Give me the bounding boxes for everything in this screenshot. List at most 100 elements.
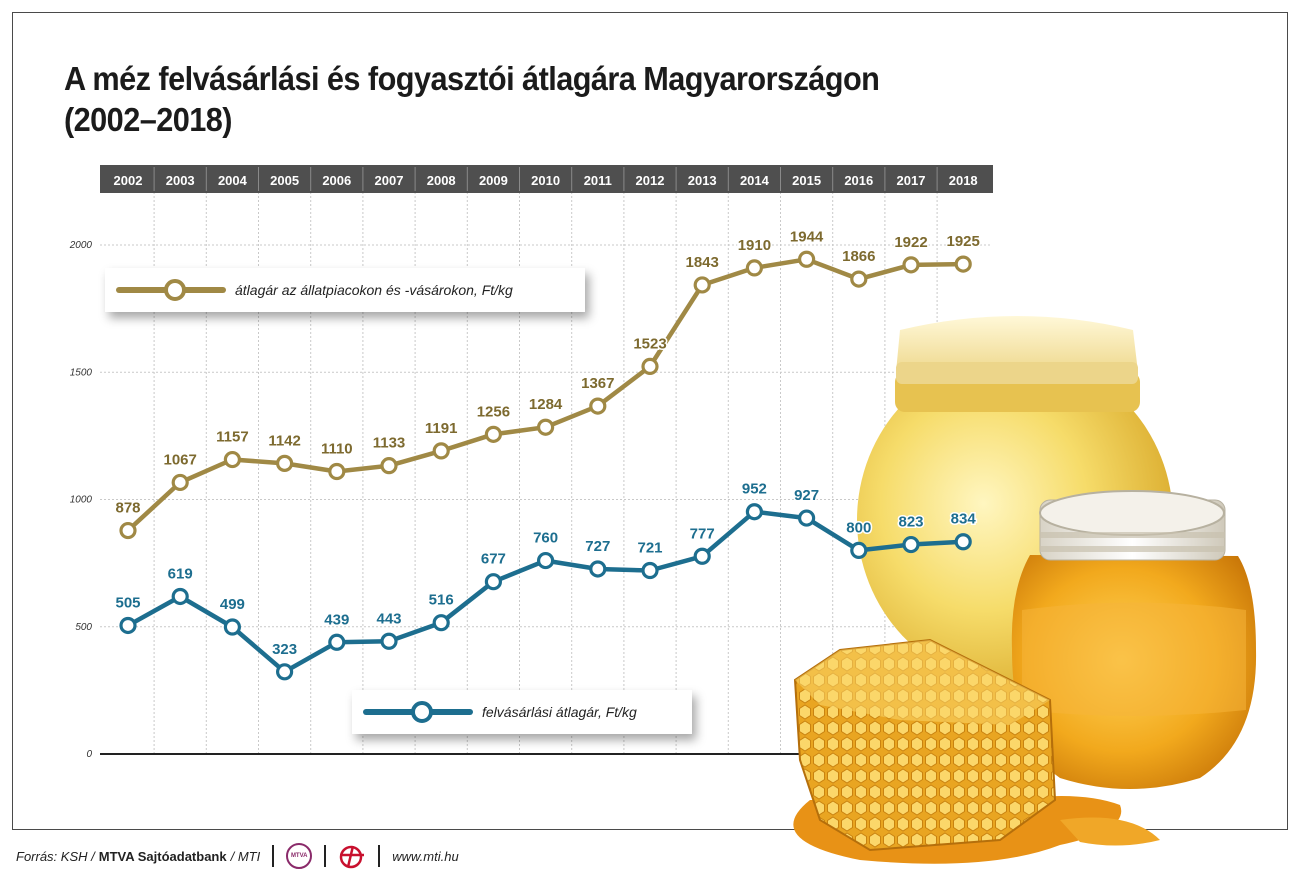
data-point	[797, 250, 816, 268]
separator	[324, 845, 327, 867]
legend-swatch-marker	[411, 701, 433, 723]
data-label: 1944	[790, 228, 824, 245]
data-point	[432, 442, 450, 460]
data-label: 1110	[321, 441, 353, 458]
data-label: 721	[637, 540, 662, 557]
honey-jar-icon	[1011, 490, 1257, 789]
data-point	[484, 425, 502, 443]
y-tick-label: 0	[86, 749, 92, 760]
data-label: 1067	[164, 451, 197, 468]
data-label: 1157	[216, 429, 249, 446]
data-point	[328, 633, 346, 651]
data-point	[171, 587, 189, 606]
data-point	[589, 397, 607, 415]
year-header-band	[100, 165, 993, 193]
y-tick-label: 1000	[70, 495, 93, 506]
data-label: 1191	[425, 420, 458, 437]
separator	[378, 845, 381, 867]
data-point	[380, 632, 398, 650]
chart-legends: átlagár az állatpiacokon és -vásárokon, …	[105, 268, 692, 734]
data-label: 1925	[947, 233, 980, 250]
year-label: 2010	[531, 173, 560, 188]
data-point	[745, 259, 764, 277]
data-label: 834	[951, 511, 977, 528]
data-point	[276, 663, 294, 681]
data-label: 677	[481, 551, 506, 568]
honeycomb-icon	[793, 638, 1160, 864]
source-org: MTVA Sajtóadatbank	[98, 848, 227, 864]
data-label: 619	[168, 565, 193, 582]
title-line-1: A méz felvásárlási és fogyasztói átlagár…	[64, 60, 880, 97]
data-point	[902, 535, 920, 554]
data-label: 499	[220, 596, 245, 613]
y-tick-label: 1500	[70, 367, 93, 378]
data-point	[171, 473, 189, 492]
data-point	[745, 503, 764, 521]
data-label: 727	[585, 538, 610, 555]
year-label: 2007	[375, 173, 404, 188]
legend-label: felvásárlási átlagár, Ft/kg	[482, 704, 637, 720]
year-label: 2005	[270, 173, 299, 188]
data-label: 1843	[686, 254, 719, 271]
data-label: 777	[690, 525, 715, 542]
source-url: www.mti.hu	[392, 848, 459, 864]
data-point	[536, 418, 555, 436]
legend-2: felvásárlási átlagár, Ft/kg	[352, 690, 692, 734]
data-label: 443	[376, 610, 401, 627]
data-point	[380, 457, 398, 475]
year-label: 2006	[322, 173, 351, 188]
y-tick-label: 500	[75, 622, 92, 633]
y-tick-label: 2000	[69, 240, 93, 251]
source-prefix: Forrás: KSH /	[16, 848, 95, 864]
data-point	[589, 560, 607, 578]
data-point	[954, 255, 972, 273]
data-label: 1142	[268, 432, 301, 449]
data-point	[797, 509, 816, 527]
data-label: 878	[115, 500, 140, 517]
data-point	[641, 357, 659, 375]
separator	[272, 845, 275, 867]
year-label: 2002	[114, 173, 143, 188]
data-label: 323	[272, 641, 297, 658]
source-suffix: / MTI	[230, 848, 261, 864]
year-label: 2017	[897, 173, 926, 188]
data-label: 1523	[633, 335, 666, 352]
data-point	[328, 462, 346, 481]
data-point	[484, 573, 502, 591]
legend-1: átlagár az állatpiacokon és -vásárokon, …	[105, 268, 585, 312]
data-point	[119, 616, 137, 635]
data-label: 1367	[581, 375, 614, 392]
data-point	[850, 541, 868, 560]
data-point	[850, 270, 868, 288]
year-label: 2009	[479, 173, 508, 188]
legend-swatch-marker	[164, 279, 186, 301]
mtva-logo-icon: MTVA	[286, 843, 313, 869]
honey-illustration	[793, 316, 1257, 864]
data-point	[276, 454, 294, 472]
data-point	[223, 450, 241, 469]
data-label: 439	[324, 611, 349, 628]
mti-logo-icon	[339, 845, 365, 869]
data-label: 516	[429, 592, 454, 609]
footer: Forrás: KSH / MTVA Sajtóadatbank / MTI M…	[16, 842, 459, 870]
data-label: 505	[115, 594, 140, 611]
year-label: 2014	[740, 173, 770, 188]
data-point	[693, 547, 711, 565]
year-label: 2016	[844, 173, 873, 188]
year-label: 2008	[427, 173, 456, 188]
year-label: 2013	[688, 173, 717, 188]
data-label: 1256	[477, 403, 510, 420]
data-label: 800	[846, 519, 871, 536]
data-label: 952	[742, 481, 767, 498]
data-label: 823	[898, 514, 923, 531]
year-label: 2011	[584, 173, 612, 188]
year-header: 2002 2003 2004 2005 2006 2007 2008 2009 2010 2011…	[100, 165, 993, 193]
data-label: 1284	[529, 396, 563, 413]
data-label: 1910	[738, 237, 771, 254]
year-label: 2012	[636, 173, 665, 188]
data-point	[954, 533, 972, 551]
data-point	[223, 618, 241, 636]
data-label: 927	[794, 487, 819, 504]
data-label: 1866	[842, 248, 875, 265]
